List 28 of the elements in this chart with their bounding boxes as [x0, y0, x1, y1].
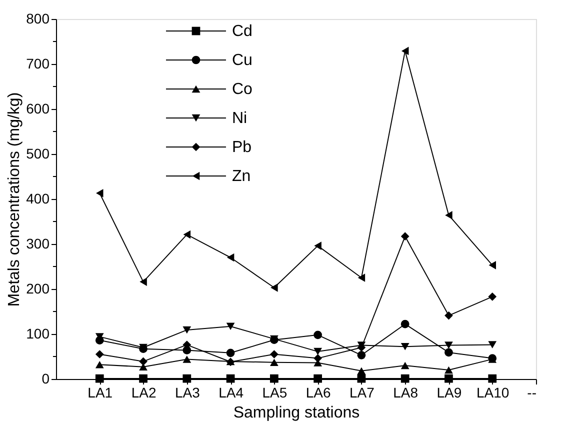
x-tick-label: LA1 [88, 384, 113, 400]
x-tick-label: LA2 [131, 384, 156, 400]
legend-label: Pb [232, 139, 252, 156]
legend-label: Ni [232, 110, 248, 127]
y-tick-label: 200 [26, 280, 50, 296]
y-tick-label: 600 [26, 100, 50, 116]
x-tick-label: LA6 [306, 384, 331, 400]
x-tick-label: LA10 [476, 384, 510, 400]
y-tick-label: 0 [42, 370, 50, 386]
x-axis-title: Sampling stations [233, 404, 360, 422]
x-tick-label: LA5 [262, 384, 288, 400]
x-tick-label: LA3 [174, 384, 200, 400]
x-tick-label: LA8 [393, 384, 418, 400]
y-tick-label: 500 [26, 146, 50, 162]
y-axis-title: Metals concentrations (mg/kg) [6, 92, 24, 307]
y-tick-label: 300 [26, 236, 50, 252]
y-tick-label: 800 [26, 10, 50, 26]
legend-label: Cu [232, 52, 252, 69]
x-tick-label: LA9 [436, 384, 462, 400]
x-tick-label: LA7 [349, 384, 375, 400]
legend-label: Zn [232, 168, 251, 185]
legend-label: Cd [232, 23, 252, 40]
y-tick-label: 700 [26, 56, 50, 72]
x-tick-label: LA4 [218, 384, 244, 400]
legend-label: Co [232, 81, 253, 98]
y-tick-label: 400 [26, 190, 50, 206]
y-tick-label: 100 [26, 326, 50, 342]
x-tick-label: -- [527, 384, 537, 400]
